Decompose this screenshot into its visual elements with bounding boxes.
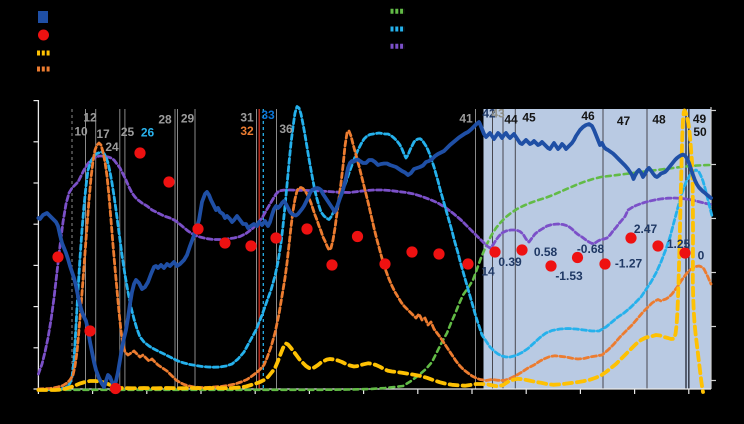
svg-text:0: 0 xyxy=(698,249,705,263)
svg-text:0.58: 0.58 xyxy=(534,245,558,259)
svg-text:29: 29 xyxy=(181,112,195,126)
svg-text:44: 44 xyxy=(504,113,518,127)
svg-text:28: 28 xyxy=(158,113,172,127)
svg-text:0.39: 0.39 xyxy=(498,255,522,269)
svg-text:-0.68: -0.68 xyxy=(577,242,605,256)
svg-text:42: 42 xyxy=(482,107,496,121)
svg-text:49: 49 xyxy=(693,112,707,126)
svg-text:24: 24 xyxy=(105,140,119,154)
svg-text:12: 12 xyxy=(83,111,97,125)
svg-text:47: 47 xyxy=(617,114,631,128)
svg-text:-1.27: -1.27 xyxy=(615,257,643,271)
svg-text:33: 33 xyxy=(261,108,275,122)
svg-text:48: 48 xyxy=(652,113,666,127)
svg-text:46: 46 xyxy=(581,109,595,123)
svg-text:32: 32 xyxy=(240,124,254,138)
svg-text:31: 31 xyxy=(240,111,254,125)
svg-text:36: 36 xyxy=(279,122,293,136)
svg-text:1.25: 1.25 xyxy=(667,237,691,251)
svg-text:14: 14 xyxy=(481,265,495,279)
svg-text:17: 17 xyxy=(96,127,110,141)
svg-text:2.47: 2.47 xyxy=(634,222,658,236)
svg-text:-1.53: -1.53 xyxy=(555,269,583,283)
svg-text:41: 41 xyxy=(459,112,473,126)
svg-text:10: 10 xyxy=(74,125,88,139)
svg-text:50: 50 xyxy=(693,125,707,139)
svg-text:45: 45 xyxy=(522,111,536,125)
svg-text:43: 43 xyxy=(491,107,505,121)
svg-text:25: 25 xyxy=(121,125,135,139)
svg-text:26: 26 xyxy=(141,126,155,140)
